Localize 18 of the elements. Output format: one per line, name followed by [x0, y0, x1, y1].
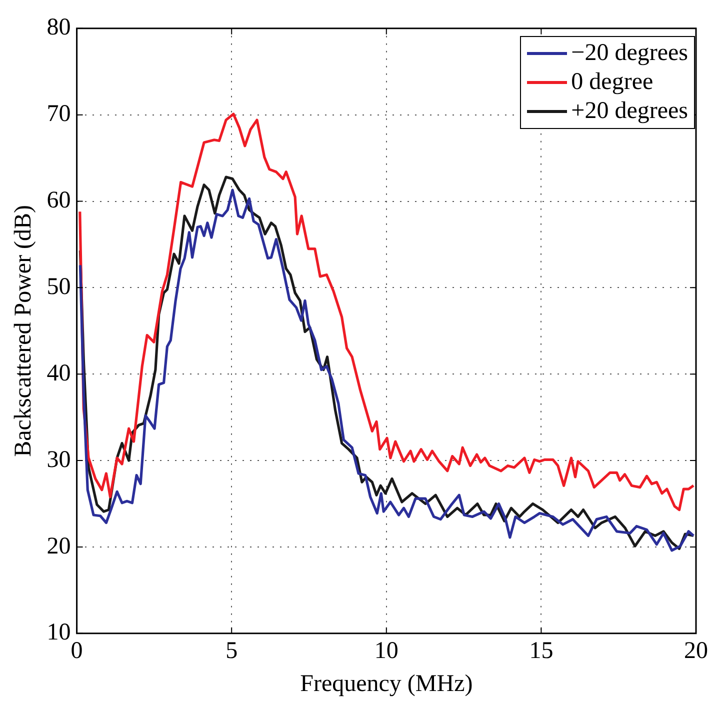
x-tick-label: 10 — [374, 638, 398, 664]
y-tick-label: 40 — [46, 360, 71, 386]
x-tick-label: 15 — [529, 638, 554, 664]
legend-label: 0 degree — [571, 68, 654, 98]
y-tick-label: 20 — [46, 533, 71, 560]
y-tick-label: 10 — [46, 620, 71, 646]
y-tick-label: 30 — [46, 446, 71, 473]
y-tick-label: 60 — [46, 188, 71, 214]
legend-label: +20 degrees — [571, 97, 688, 126]
y-tick-label: 50 — [46, 274, 71, 300]
y-tick-label: 80 — [46, 14, 71, 41]
legend-label: −20 degrees — [571, 39, 688, 68]
y-axis-title: Backscattered Power (dB) — [10, 204, 37, 457]
x-tick-label: 5 — [226, 638, 238, 664]
x-tick-label: 0 — [70, 638, 83, 664]
x-tick-label: 20 — [684, 638, 708, 664]
y-tick-label: 70 — [46, 101, 71, 128]
x-axis-title: Frequency (MHz) — [300, 670, 473, 697]
